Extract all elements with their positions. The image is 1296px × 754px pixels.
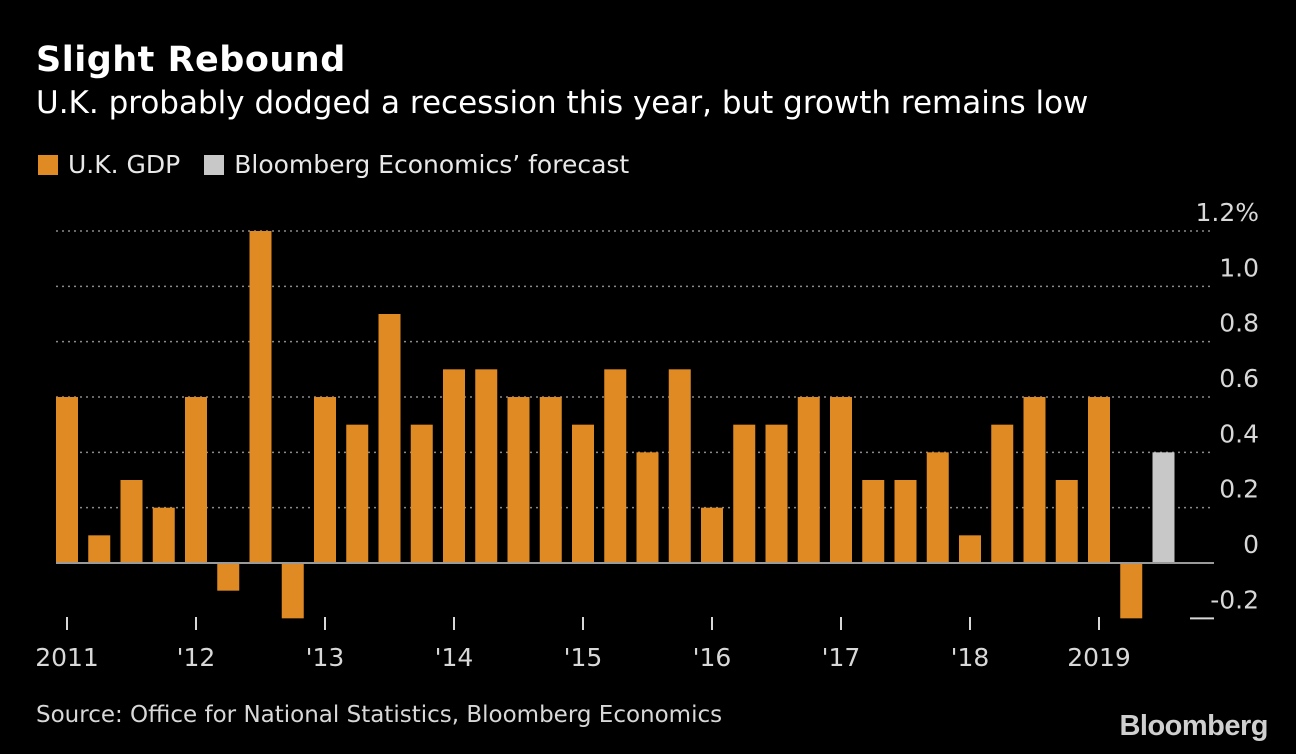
y-tick-label: -0.2 (1210, 585, 1259, 614)
gdp-bar (410, 424, 433, 563)
bloomberg-logo: Bloomberg (1119, 710, 1268, 742)
x-tick-label: '14 (435, 643, 474, 672)
legend-label-forecast: Bloomberg Economics’ forecast (234, 150, 630, 179)
gdp-bar (797, 397, 820, 563)
gdp-bar (701, 507, 723, 563)
gdp-bar (1023, 397, 1046, 563)
x-tick-label: '12 (177, 643, 216, 672)
x-tick-label: '17 (822, 643, 861, 672)
chart-subtitle: U.K. probably dodged a recession this ye… (36, 85, 1089, 121)
y-tick-label: 1.0 (1219, 253, 1259, 282)
gdp-bar (56, 397, 78, 563)
gdp-bar (88, 535, 111, 563)
gdp-bar (1055, 480, 1078, 563)
y-tick-label: 0.2 (1219, 475, 1259, 504)
x-tick-label: 2011 (35, 643, 99, 672)
x-tick-label: '18 (951, 643, 990, 672)
y-tick-label: 1.2% (1195, 198, 1259, 227)
gdp-bar (765, 424, 788, 563)
gdp-bar (185, 397, 207, 563)
gdp-bar (152, 507, 175, 563)
gdp-bar (507, 397, 530, 563)
gdp-bar (926, 452, 949, 563)
legend-item-forecast: Bloomberg Economics’ forecast (204, 150, 629, 179)
gdp-bar-chart: 1.2% 1.0 0.8 0.6 0.4 0.2 0 -0.2 2011 '12 '13 '14 '15… (35, 198, 1259, 672)
legend-swatch-forecast (204, 154, 225, 175)
chart-title: Slight Rebound (36, 40, 346, 80)
gdp-bar (314, 397, 336, 563)
gdp-bar (991, 424, 1014, 563)
legend-item-gdp: U.K. GDP (38, 150, 180, 179)
gdp-bar (830, 397, 852, 563)
gdp-bar (539, 397, 562, 563)
x-tick-label: '13 (306, 643, 345, 672)
gdp-bar (572, 424, 594, 563)
gdp-bar (346, 424, 369, 563)
y-tick-label: 0.6 (1219, 364, 1259, 393)
gdp-bar (217, 563, 240, 591)
x-tick-label: '15 (564, 643, 603, 672)
gdp-bar (1120, 563, 1143, 619)
y-tick-label: 0.8 (1219, 309, 1259, 338)
gdp-bar (120, 480, 143, 563)
gdp-bar (604, 369, 627, 563)
forecast-bar (1152, 452, 1175, 563)
y-tick-label: 0.4 (1219, 419, 1259, 448)
gdp-bar (281, 563, 304, 619)
gdp-bar (378, 314, 401, 563)
gdp-bar (1088, 397, 1110, 563)
gdp-bar (894, 480, 917, 563)
chart-legend: U.K. GDP Bloomberg Economics’ forecast (38, 150, 653, 179)
legend-swatch-gdp (38, 154, 58, 175)
x-tick-label: '16 (693, 643, 732, 672)
gdp-bar (475, 369, 498, 563)
gdp-bar (959, 535, 981, 563)
gdp-bar (862, 480, 885, 563)
gdp-bar (443, 369, 465, 563)
y-tick-label: 0 (1243, 530, 1259, 559)
gdp-bar (249, 231, 272, 563)
legend-label-gdp: U.K. GDP (68, 150, 181, 179)
source-note: Source: Office for National Statistics, … (36, 702, 723, 728)
gdp-bar (668, 369, 691, 563)
gdp-bar (733, 424, 756, 563)
gdp-bar (636, 452, 659, 563)
x-tick-label: 2019 (1067, 643, 1131, 672)
